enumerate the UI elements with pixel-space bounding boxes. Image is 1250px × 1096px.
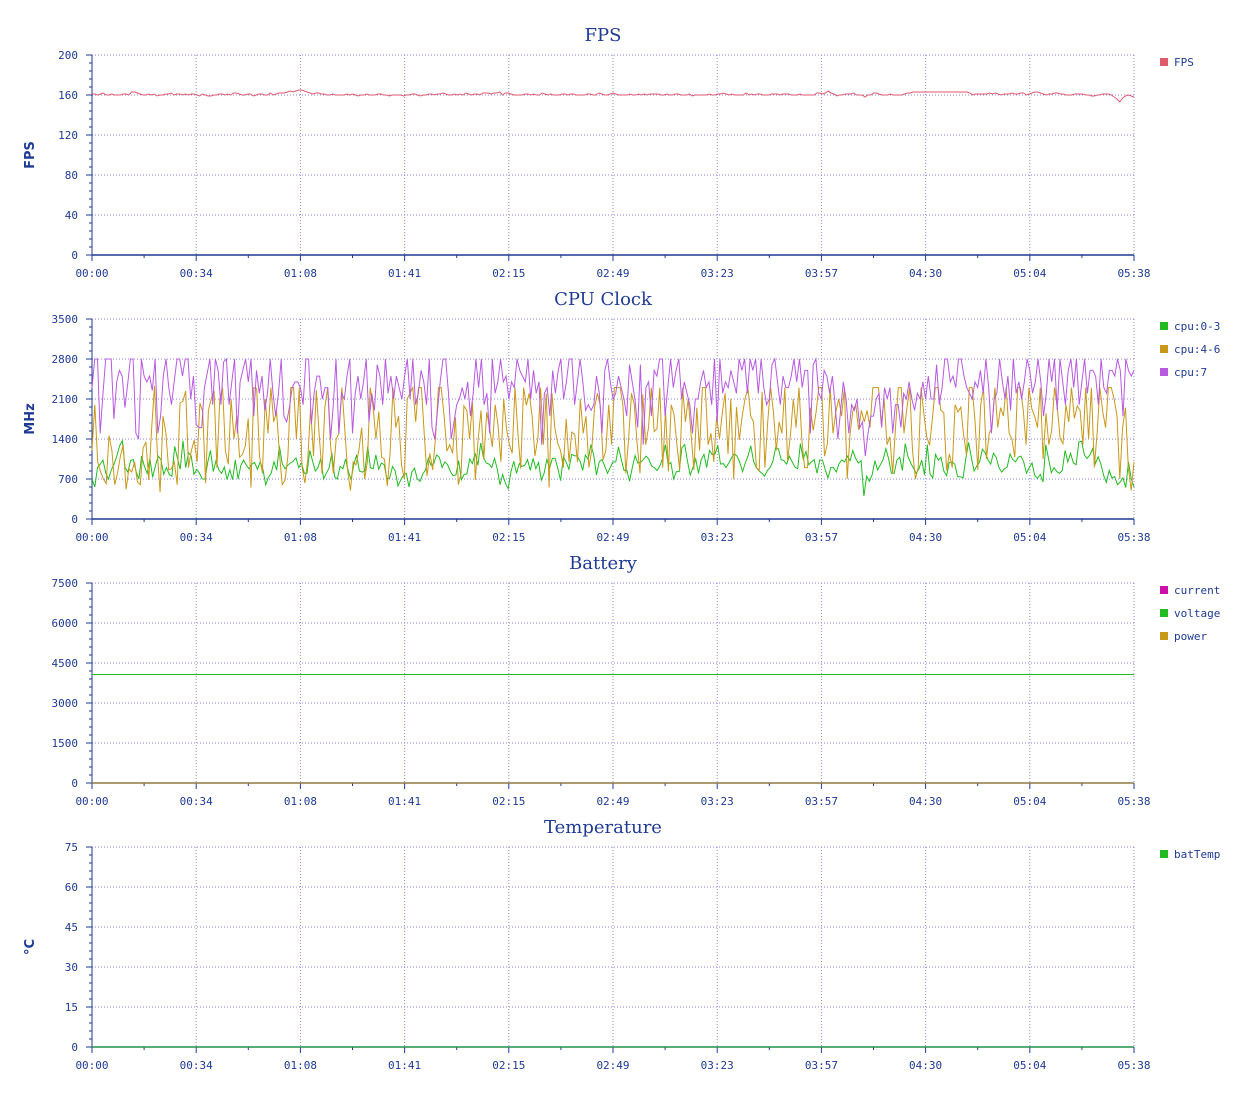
x-tick-label: 00:34 xyxy=(180,267,213,280)
x-tick-label: 02:15 xyxy=(492,1059,525,1072)
series-line-cpu-0-3 xyxy=(91,438,1135,497)
x-tick-label: 01:41 xyxy=(388,795,421,808)
y-tick-label: 2800 xyxy=(52,353,79,366)
x-tick-label: 00:00 xyxy=(75,531,108,544)
y-tick-label: 3000 xyxy=(52,697,79,710)
y-axis-label: °C xyxy=(23,939,38,955)
x-tick-label: 05:38 xyxy=(1117,267,1150,280)
y-tick-label: 2100 xyxy=(52,393,79,406)
x-tick-label: 01:08 xyxy=(284,1059,317,1072)
x-tick-label: 04:30 xyxy=(909,267,942,280)
x-tick-label: 03:23 xyxy=(701,531,734,544)
series-line-cpu-7 xyxy=(91,357,1135,457)
x-tick-label: 05:38 xyxy=(1117,795,1150,808)
y-tick-label: 0 xyxy=(71,513,78,526)
x-tick-label: 01:41 xyxy=(388,267,421,280)
x-tick-label: 04:30 xyxy=(909,795,942,808)
x-tick-label: 01:41 xyxy=(388,531,421,544)
legend-swatch xyxy=(1160,322,1168,330)
chart-title: CPU Clock xyxy=(554,289,653,310)
x-tick-label: 03:57 xyxy=(805,531,838,544)
y-tick-label: 3500 xyxy=(52,313,79,326)
legend-label: FPS xyxy=(1174,56,1194,69)
x-tick-label: 02:49 xyxy=(596,531,629,544)
chart-temperature: Temperature 0 15 30 45 60 75 00:00 00:34 01:08 01:… xyxy=(23,817,1220,1072)
legend-label: power xyxy=(1174,630,1207,643)
y-tick-label: 1500 xyxy=(52,737,79,750)
x-tick-label: 04:30 xyxy=(909,1059,942,1072)
y-tick-label: 40 xyxy=(65,209,78,222)
legend-swatch xyxy=(1160,609,1168,617)
x-tick-label: 02:15 xyxy=(492,795,525,808)
x-tick-label: 01:08 xyxy=(284,531,317,544)
x-tick-label: 03:57 xyxy=(805,267,838,280)
x-tick-label: 05:04 xyxy=(1013,1059,1046,1072)
y-tick-label: 30 xyxy=(65,961,78,974)
y-tick-label: 7500 xyxy=(52,577,79,590)
x-tick-label: 01:41 xyxy=(388,1059,421,1072)
legend-swatch xyxy=(1160,58,1168,66)
y-tick-label: 120 xyxy=(58,129,78,142)
y-tick-label: 75 xyxy=(65,841,78,854)
chart-title: FPS xyxy=(585,25,622,46)
x-tick-label: 03:23 xyxy=(701,1059,734,1072)
y-tick-label: 45 xyxy=(65,921,78,934)
y-tick-label: 15 xyxy=(65,1001,78,1014)
x-tick-label: 00:00 xyxy=(75,795,108,808)
chart-fps: FPS 0 40 80 120 160 200 00:00 00:34 01:08 01:41 02:… xyxy=(23,25,1194,280)
x-tick-label: 00:34 xyxy=(180,1059,213,1072)
x-tick-label: 05:38 xyxy=(1117,1059,1150,1072)
x-tick-label: 00:34 xyxy=(180,795,213,808)
y-tick-label: 0 xyxy=(71,777,78,790)
legend-label: cpu:7 xyxy=(1174,366,1207,379)
legend-label: voltage xyxy=(1174,607,1220,620)
y-tick-label: 4500 xyxy=(52,657,79,670)
x-tick-label: 02:49 xyxy=(596,267,629,280)
x-tick-label: 03:57 xyxy=(805,1059,838,1072)
x-tick-label: 01:08 xyxy=(284,267,317,280)
legend-swatch xyxy=(1160,345,1168,353)
x-tick-label: 05:38 xyxy=(1117,531,1150,544)
y-tick-label: 0 xyxy=(71,249,78,262)
legend-swatch xyxy=(1160,586,1168,594)
chart-battery: Battery 0 1500 3000 4500 6000 7500 00:00 00:34 01… xyxy=(52,553,1221,808)
x-tick-label: 03:57 xyxy=(805,795,838,808)
legend-label: current xyxy=(1174,584,1220,597)
y-axis-label: MHz xyxy=(23,403,38,434)
y-tick-label: 60 xyxy=(65,881,78,894)
y-tick-label: 700 xyxy=(58,473,78,486)
legend-swatch xyxy=(1160,850,1168,858)
legend-label: batTemp xyxy=(1174,848,1220,861)
x-tick-label: 03:23 xyxy=(701,267,734,280)
x-tick-label: 00:00 xyxy=(75,267,108,280)
x-tick-label: 02:15 xyxy=(492,267,525,280)
y-tick-label: 6000 xyxy=(52,617,79,630)
y-tick-label: 160 xyxy=(58,89,78,102)
series-line-fps xyxy=(92,89,1135,103)
x-tick-label: 02:49 xyxy=(596,1059,629,1072)
x-tick-label: 01:08 xyxy=(284,795,317,808)
x-tick-label: 05:04 xyxy=(1013,267,1046,280)
legend-label: cpu:0-3 xyxy=(1174,320,1220,333)
x-tick-label: 03:23 xyxy=(701,795,734,808)
y-tick-label: 80 xyxy=(65,169,78,182)
legend-label: cpu:4-6 xyxy=(1174,343,1220,356)
x-tick-label: 00:00 xyxy=(75,1059,108,1072)
legend-swatch xyxy=(1160,632,1168,640)
y-tick-label: 200 xyxy=(58,49,78,62)
x-tick-label: 05:04 xyxy=(1013,795,1046,808)
x-tick-label: 04:30 xyxy=(909,531,942,544)
y-tick-label: 0 xyxy=(71,1041,78,1054)
x-tick-label: 05:04 xyxy=(1013,531,1046,544)
x-tick-label: 00:34 xyxy=(180,531,213,544)
chart-title: Temperature xyxy=(544,817,662,838)
y-axis-label: FPS xyxy=(23,141,38,169)
x-tick-label: 02:15 xyxy=(492,531,525,544)
chart-title: Battery xyxy=(569,553,638,574)
chart-cpu-clock: CPU Clock 0 700 1400 2100 2800 3500 00:00 00:34 0… xyxy=(23,289,1220,544)
legend-swatch xyxy=(1160,368,1168,376)
x-tick-label: 02:49 xyxy=(596,795,629,808)
y-tick-label: 1400 xyxy=(52,433,79,446)
